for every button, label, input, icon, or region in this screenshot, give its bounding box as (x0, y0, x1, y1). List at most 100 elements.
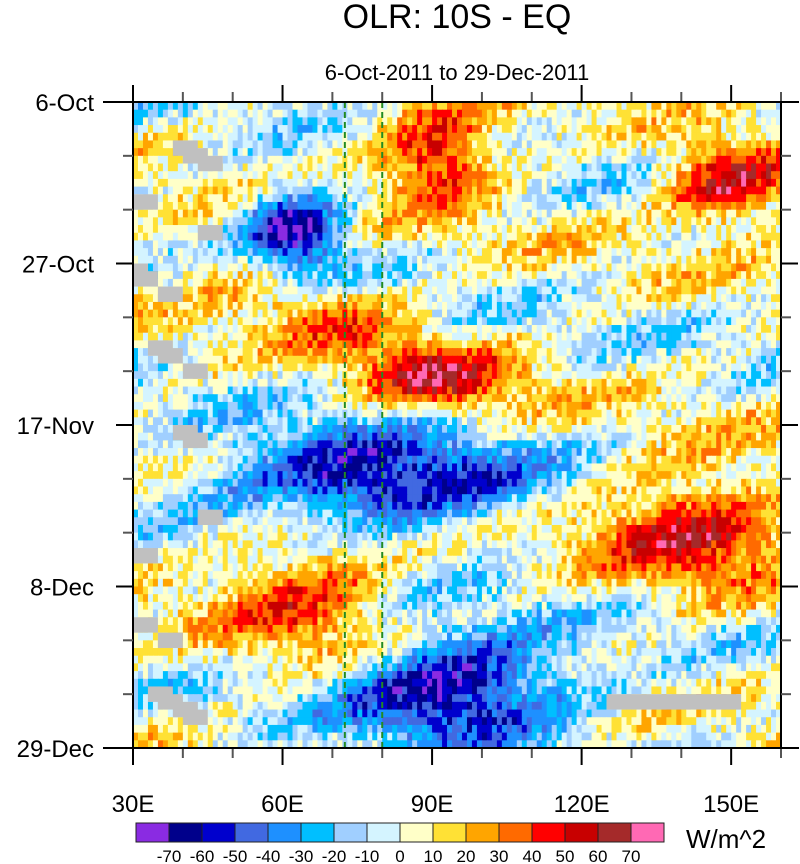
field-cell (362, 255, 368, 265)
field-cell (357, 178, 363, 188)
field-cell (466, 301, 473, 311)
field-cell (312, 355, 319, 365)
field-cell (427, 317, 433, 326)
field-cell (686, 309, 692, 318)
field-cell (212, 309, 219, 318)
field-cell (247, 378, 254, 388)
field-cell (496, 155, 503, 165)
field-cell (476, 263, 483, 272)
field-cell (601, 102, 608, 111)
field-cell (367, 194, 373, 203)
field-cell (556, 355, 563, 365)
field-cell (412, 194, 418, 203)
field-cell (177, 309, 184, 318)
field-cell (661, 255, 667, 265)
field-cell (751, 325, 757, 334)
field-cell (182, 171, 189, 180)
field-cell (397, 117, 403, 126)
field-cell (746, 232, 752, 242)
field-cell (307, 309, 314, 318)
field-cell (447, 225, 453, 234)
field-cell (606, 171, 613, 180)
field-cell (212, 294, 219, 303)
field-cell (571, 317, 578, 326)
field-cell (372, 225, 378, 234)
field-cell (392, 155, 398, 165)
field-cell (671, 163, 677, 172)
field-cell (686, 386, 692, 395)
field-cell (651, 148, 657, 157)
field-cell (586, 301, 593, 311)
field-cell (187, 286, 194, 295)
field-cell (372, 286, 378, 295)
field-cell (636, 355, 643, 365)
field-cell (262, 317, 269, 326)
field-cell (466, 217, 473, 226)
field-cell (631, 132, 638, 142)
field-cell (437, 255, 443, 265)
field-cell (262, 394, 269, 403)
field-cell (766, 201, 772, 211)
field-cell (182, 309, 189, 318)
field-cell (736, 225, 742, 234)
field-cell (641, 102, 648, 111)
field-cell (387, 325, 393, 334)
field-cell (571, 378, 578, 388)
field-cell (686, 355, 692, 365)
field-cell (262, 102, 269, 111)
field-cell (661, 363, 667, 372)
field-cell (387, 340, 393, 349)
field-cell (656, 171, 662, 180)
field-cell (531, 286, 538, 295)
field-cell (392, 217, 398, 226)
field-cell (596, 363, 603, 372)
field-cell (332, 278, 338, 288)
field-cell (217, 240, 224, 249)
field-cell (671, 178, 677, 188)
field-cell (437, 248, 443, 257)
field-cell (616, 348, 623, 357)
field-cell (726, 378, 732, 388)
field-cell (447, 248, 453, 257)
field-cell (601, 148, 608, 157)
field-cell (531, 355, 538, 365)
field-cell (207, 348, 214, 357)
field-cell (397, 301, 403, 311)
field-cell (387, 217, 393, 226)
field-cell (746, 278, 752, 288)
field-cell (402, 317, 408, 326)
field-cell (442, 340, 448, 349)
field-cell (397, 171, 403, 180)
field-cell (726, 201, 732, 211)
field-cell (187, 163, 194, 172)
field-cell (536, 132, 543, 142)
field-cell (187, 117, 194, 126)
field-cell (656, 378, 662, 388)
field-cell (471, 371, 478, 380)
field-cell (711, 140, 717, 149)
field-cell (521, 378, 528, 388)
field-cell (746, 355, 752, 365)
field-cell (217, 140, 224, 149)
field-cell (232, 371, 239, 380)
field-cell (651, 140, 657, 149)
field-cell (501, 378, 508, 388)
field-cell (272, 332, 279, 341)
field-cell (546, 348, 553, 357)
field-cell (207, 201, 214, 211)
field-cell (616, 309, 623, 318)
field-cell (352, 332, 358, 341)
field-cell (382, 332, 388, 341)
field-cell (491, 278, 498, 288)
field-cell (666, 171, 672, 180)
field-cell (691, 271, 697, 280)
field-cell (716, 171, 722, 180)
field-cell (486, 232, 493, 242)
field-cell (422, 240, 428, 249)
field-cell (182, 317, 189, 326)
field-cell (272, 386, 279, 395)
field-cell (177, 332, 184, 341)
field-cell (172, 163, 179, 172)
field-cell (746, 201, 752, 211)
field-cell (212, 278, 219, 288)
